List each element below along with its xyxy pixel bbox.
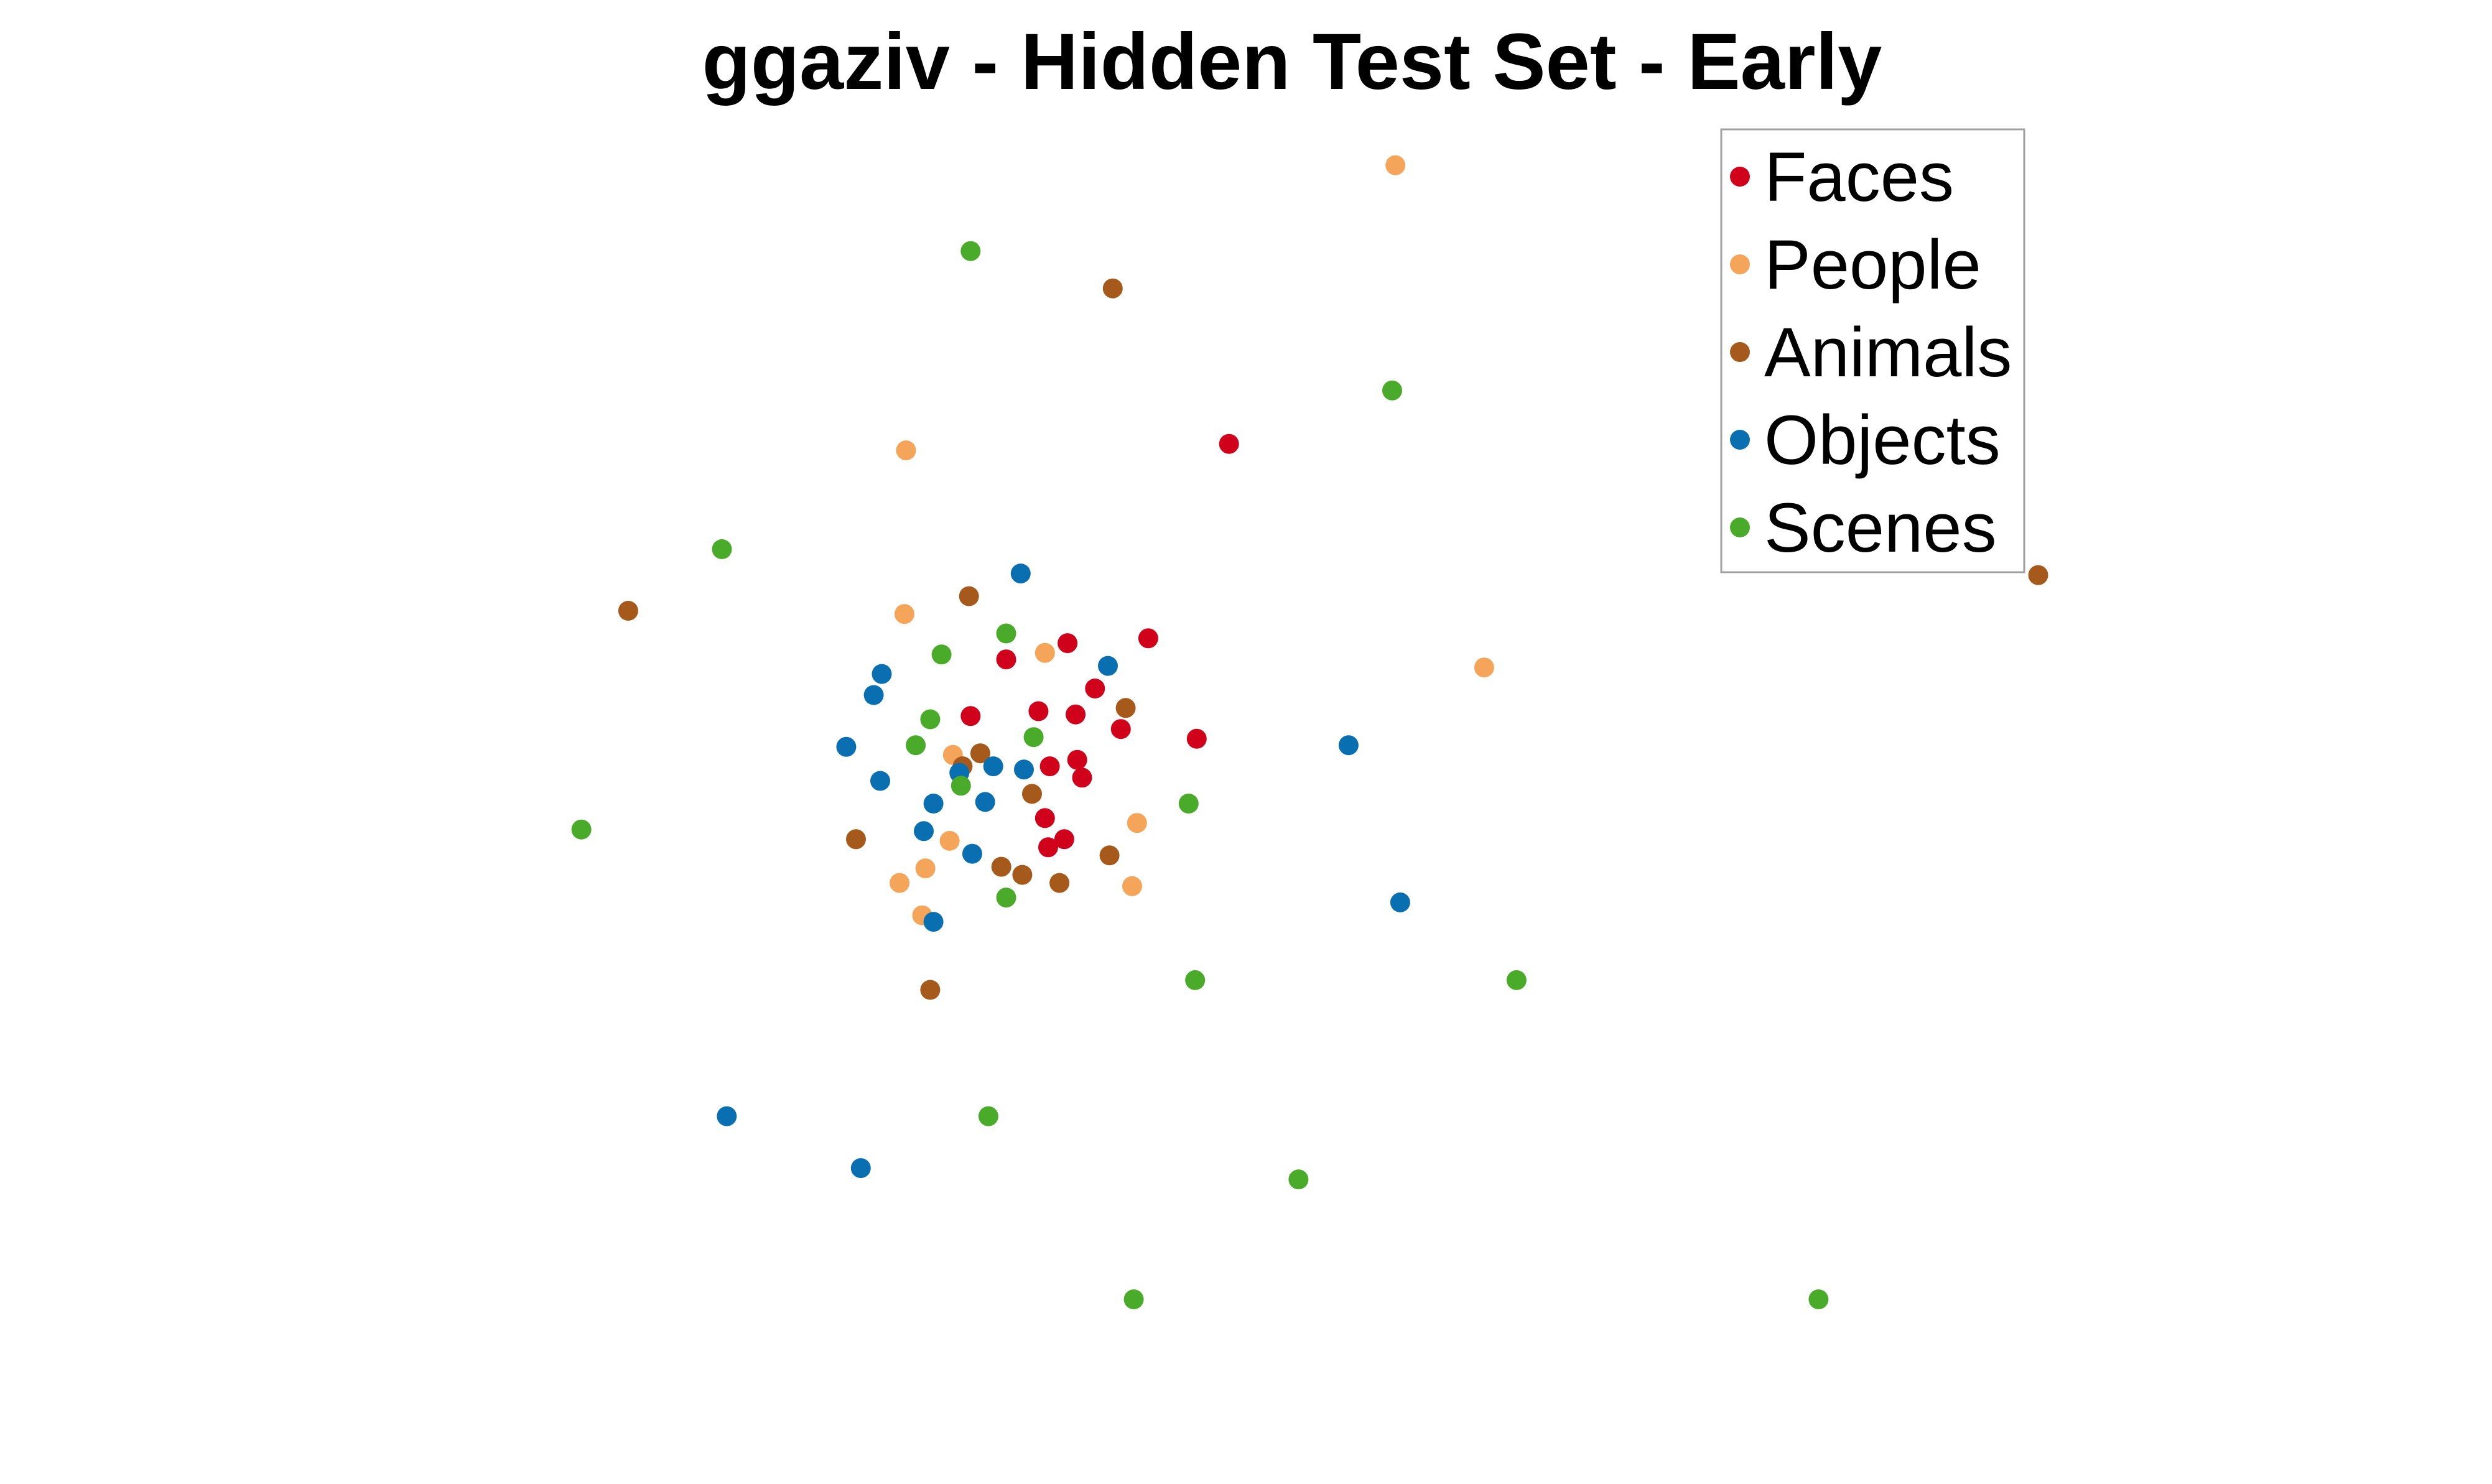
objects-point-17 [717, 1106, 737, 1126]
objects-point-10 [870, 771, 890, 791]
scenes-point-8 [1023, 727, 1044, 748]
legend-item-faces: Faces [1730, 138, 1954, 216]
objects-point-5 [836, 736, 857, 757]
objects-point-2 [872, 664, 892, 684]
legend-marker-objects [1730, 430, 1750, 450]
objects-point-14 [962, 843, 982, 864]
scenes-point-11 [571, 819, 592, 840]
legend-item-animals: Animals [1730, 313, 2012, 391]
objects-point-7 [983, 756, 1003, 777]
faces-point-12 [1039, 756, 1060, 777]
animals-point-11 [991, 856, 1011, 877]
scenes-point-1 [960, 241, 981, 261]
scenes-point-6 [920, 709, 941, 730]
scenes-point-18 [1808, 1289, 1829, 1310]
animals-point-9 [846, 829, 866, 850]
chart-title: ggaziv - Hidden Test Set - Early [702, 17, 1882, 106]
objects-point-6 [1338, 735, 1359, 756]
animals-point-3 [618, 601, 638, 621]
people-point-11 [1122, 876, 1142, 896]
faces-point-4 [996, 649, 1016, 670]
scenes-point-16 [1288, 1169, 1309, 1190]
faces-point-10 [1186, 728, 1207, 749]
legend-label-people: People [1764, 226, 1981, 304]
animals-point-12 [1012, 865, 1033, 885]
objects-point-13 [914, 821, 934, 842]
people-point-5 [1474, 657, 1494, 678]
scenes-point-17 [1123, 1289, 1144, 1310]
animals-point-8 [1022, 784, 1042, 804]
scenes-point-3 [712, 539, 732, 559]
scenes-point-7 [906, 735, 926, 756]
faces-point-2 [1138, 628, 1158, 649]
animals-point-2 [2028, 565, 2048, 585]
legend-label-objects: Objects [1764, 401, 2001, 479]
objects-point-3 [1098, 656, 1118, 676]
legend-marker-scenes [1730, 517, 1750, 537]
animals-point-5 [1115, 698, 1136, 718]
objects-point-15 [1390, 892, 1410, 912]
people-point-8 [939, 830, 960, 851]
people-point-2 [896, 440, 916, 461]
faces-point-7 [1028, 701, 1049, 721]
scenes-point-13 [1185, 970, 1206, 990]
legend-box [1720, 128, 2025, 573]
faces-point-11 [1067, 749, 1087, 770]
faces-point-3 [1058, 633, 1078, 654]
faces-point-16 [1038, 837, 1058, 858]
faces-point-15 [1054, 829, 1074, 850]
legend: Faces People Animals Objects Scenes [1720, 128, 2025, 573]
people-point-4 [1034, 642, 1055, 663]
faces-point-13 [1072, 768, 1092, 788]
faces-point-6 [960, 706, 981, 726]
objects-point-12 [975, 792, 995, 812]
legend-items: Faces People Animals Objects Scenes [1730, 138, 2012, 567]
scenes-point-10 [1178, 794, 1199, 814]
legend-label-scenes: Scenes [1764, 489, 1997, 567]
animals-point-6 [970, 743, 990, 764]
people-point-9 [915, 858, 936, 879]
legend-marker-faces [1730, 167, 1750, 187]
scenes-point-15 [978, 1106, 998, 1126]
people-point-7 [1127, 813, 1147, 833]
objects-point-18 [850, 1158, 871, 1179]
legend-marker-people [1730, 254, 1750, 274]
legend-marker-animals [1730, 342, 1750, 362]
objects-point-4 [863, 685, 884, 705]
animals-point-1 [1102, 278, 1123, 299]
animals-point-4 [959, 586, 979, 606]
animals-point-10 [1099, 845, 1120, 866]
scenes-point-9 [951, 776, 971, 796]
faces-point-9 [1110, 719, 1131, 740]
legend-label-animals: Animals [1764, 313, 2012, 391]
points-layer [571, 155, 2048, 1310]
faces-point-8 [1066, 704, 1086, 725]
legend-item-objects: Objects [1730, 401, 2001, 479]
objects-point-16 [923, 912, 944, 932]
scenes-point-4 [996, 623, 1016, 644]
people-point-3 [894, 604, 914, 624]
objects-point-1 [1010, 563, 1031, 584]
faces-point-1 [1219, 434, 1239, 454]
animals-point-14 [920, 980, 941, 1000]
scenes-point-2 [1382, 380, 1402, 401]
faces-point-14 [1034, 808, 1055, 828]
people-point-10 [890, 873, 910, 893]
objects-point-8 [1014, 759, 1034, 780]
legend-label-faces: Faces [1764, 138, 1954, 216]
legend-item-people: People [1730, 226, 1981, 304]
faces-point-5 [1085, 679, 1105, 698]
objects-point-11 [923, 794, 944, 814]
scenes-point-5 [931, 644, 952, 665]
scenes-point-14 [1506, 970, 1527, 990]
legend-item-scenes: Scenes [1730, 489, 1997, 567]
scenes-point-12 [996, 888, 1016, 908]
people-point-1 [1385, 155, 1406, 175]
animals-point-13 [1049, 873, 1070, 893]
